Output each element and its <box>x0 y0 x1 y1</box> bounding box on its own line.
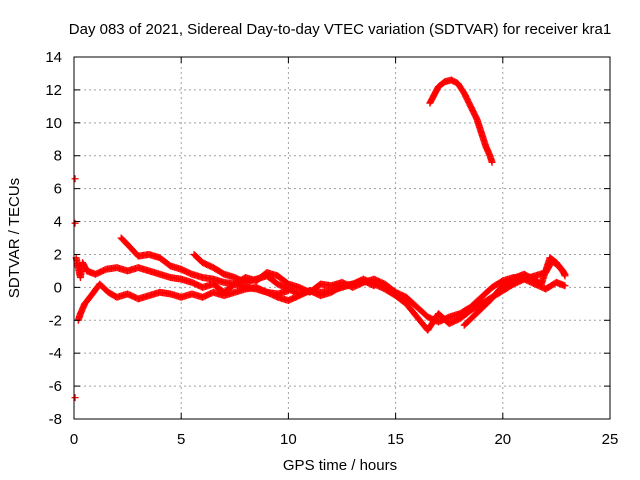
y-tick-label: 0 <box>54 279 62 296</box>
chart-background <box>0 0 640 480</box>
y-tick-label: 4 <box>54 214 62 231</box>
y-tick-label: 12 <box>45 82 62 99</box>
x-tick-label: 25 <box>602 431 619 448</box>
x-tick-label: 0 <box>70 431 78 448</box>
y-tick-label: -2 <box>49 312 62 329</box>
sdtvar-chart: 0 5 10 15 20 25 -8 -6 -4 -2 0 2 4 6 8 10 12 14 Day 083 of… <box>0 0 640 480</box>
x-tick-label: 20 <box>494 431 511 448</box>
y-tick-label: 14 <box>45 49 62 66</box>
x-tick-label: 5 <box>177 431 185 448</box>
x-tick-label: 15 <box>387 431 404 448</box>
y-tick-label: -6 <box>49 378 62 395</box>
y-tick-label: -4 <box>49 345 62 362</box>
chart-title: Day 083 of 2021, Sidereal Day-to-day VTE… <box>69 21 611 38</box>
y-tick-label: 2 <box>54 246 62 263</box>
x-tick-label: 10 <box>280 431 297 448</box>
y-axis-label: SDTVAR / TECUs <box>6 178 23 298</box>
y-tick-label: 10 <box>45 115 62 132</box>
y-tick-label: -8 <box>49 411 62 428</box>
y-tick-label: 8 <box>54 148 62 165</box>
y-tick-label: 6 <box>54 181 62 198</box>
x-axis-label: GPS time / hours <box>283 457 397 474</box>
